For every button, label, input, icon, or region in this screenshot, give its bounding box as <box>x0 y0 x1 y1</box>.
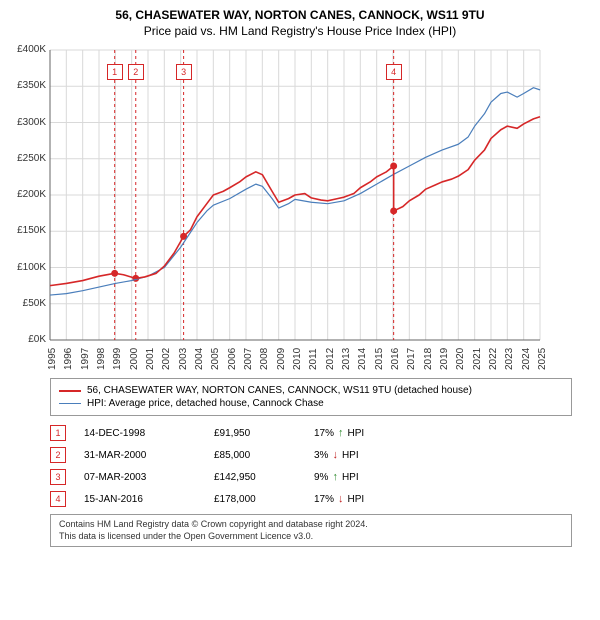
x-tick-label: 2005 <box>210 348 221 370</box>
x-tick-label: 2002 <box>161 348 172 370</box>
x-tick-label: 2011 <box>308 348 319 370</box>
legend-swatch <box>59 403 81 404</box>
sale-row: 4 15-JAN-2016£178,00017% ↓ HPI <box>50 488 572 510</box>
x-tick-label: 2024 <box>521 348 532 370</box>
sale-number-box: 3 <box>50 469 66 485</box>
x-tick-label: 2017 <box>406 348 417 370</box>
x-tick-label: 2001 <box>145 348 156 370</box>
sale-diff: 9% ↑ HPI <box>314 471 359 483</box>
x-tick-label: 2003 <box>178 348 189 370</box>
sale-marker-box: 4 <box>386 64 402 80</box>
chart-svg <box>8 42 548 372</box>
sale-marker-box: 3 <box>176 64 192 80</box>
sale-pct: 17% <box>314 428 334 439</box>
x-tick-label: 2018 <box>423 348 434 370</box>
y-tick-label: £350K <box>17 80 46 91</box>
x-tick-label: 2009 <box>276 348 287 370</box>
x-tick-label: 2006 <box>227 348 238 370</box>
legend-row: 56, CHASEWATER WAY, NORTON CANES, CANNOC… <box>59 385 563 396</box>
sale-number-box: 2 <box>50 447 66 463</box>
sale-price: £91,950 <box>214 428 314 439</box>
legend-swatch <box>59 390 81 392</box>
sale-row: 1 14-DEC-1998£91,95017% ↑ HPI <box>50 422 572 444</box>
sale-pct: 3% <box>314 450 328 461</box>
x-tick-label: 2025 <box>537 348 548 370</box>
sale-price: £178,000 <box>214 494 314 505</box>
title-line-1: 56, CHASEWATER WAY, NORTON CANES, CANNOC… <box>8 8 592 22</box>
chart-title-block: 56, CHASEWATER WAY, NORTON CANES, CANNOC… <box>8 8 592 38</box>
y-tick-label: £200K <box>17 189 46 200</box>
x-tick-label: 2010 <box>292 348 303 370</box>
x-tick-label: 2000 <box>129 348 140 370</box>
x-tick-label: 2022 <box>488 348 499 370</box>
sale-diff: 17% ↑ HPI <box>314 427 364 439</box>
sale-price: £85,000 <box>214 450 314 461</box>
sales-table: 114-DEC-1998£91,95017%↑HPI231-MAR-2000£8… <box>50 422 572 510</box>
sale-row: 2 31-MAR-2000£85,0003% ↓ HPI <box>50 444 572 466</box>
legend-row: HPI: Average price, detached house, Cann… <box>59 398 563 409</box>
legend: 56, CHASEWATER WAY, NORTON CANES, CANNOC… <box>50 378 572 416</box>
x-tick-label: 2016 <box>390 348 401 370</box>
x-tick-label: 2013 <box>341 348 352 370</box>
sale-row: 3 07-MAR-2003£142,9509% ↑ HPI <box>50 466 572 488</box>
x-tick-label: 1998 <box>96 348 107 370</box>
footer-line-1: Contains HM Land Registry data © Crown c… <box>59 519 563 531</box>
x-tick-label: 1999 <box>112 348 123 370</box>
sale-diff: 3% ↓ HPI <box>314 449 359 461</box>
y-tick-label: £0K <box>28 334 46 345</box>
y-tick-label: £300K <box>17 117 46 128</box>
x-tick-label: 1996 <box>63 348 74 370</box>
x-tick-label: 2015 <box>374 348 385 370</box>
y-tick-label: £150K <box>17 225 46 236</box>
sale-vs-label: HPI <box>348 494 365 505</box>
footer-line-2: This data is licensed under the Open Gov… <box>59 531 563 543</box>
sale-date: 31-MAR-2000 <box>84 450 214 461</box>
y-tick-label: £400K <box>17 44 46 55</box>
x-tick-label: 2023 <box>504 348 515 370</box>
x-tick-label: 1997 <box>80 348 91 370</box>
sale-date: 07-MAR-2003 <box>84 472 214 483</box>
legend-label: HPI: Average price, detached house, Cann… <box>87 398 324 409</box>
title-line-2: Price paid vs. HM Land Registry's House … <box>8 24 592 38</box>
arrow-up-icon: ↑ <box>338 427 344 439</box>
sale-vs-label: HPI <box>342 450 359 461</box>
sale-marker-box: 1 <box>107 64 123 80</box>
sale-diff: 17% ↓ HPI <box>314 493 364 505</box>
legend-label: 56, CHASEWATER WAY, NORTON CANES, CANNOC… <box>87 385 472 396</box>
x-tick-label: 2019 <box>439 348 450 370</box>
chart-area: £0K £50K £100K £150K £200K £250K £300K £350K £40… <box>8 42 548 372</box>
arrow-down-icon: ↓ <box>332 449 338 461</box>
sale-pct: 17% <box>314 494 334 505</box>
sale-pct: 9% <box>314 472 328 483</box>
sale-price: £142,950 <box>214 472 314 483</box>
x-tick-label: 2008 <box>259 348 270 370</box>
sale-marker-box: 2 <box>128 64 144 80</box>
footer-attribution: Contains HM Land Registry data © Crown c… <box>50 514 572 547</box>
arrow-down-icon: ↓ <box>338 493 344 505</box>
x-tick-label: 2007 <box>243 348 254 370</box>
y-tick-label: £250K <box>17 153 46 164</box>
x-tick-label: 2012 <box>325 348 336 370</box>
arrow-up-icon: ↑ <box>332 471 338 483</box>
x-tick-label: 2004 <box>194 348 205 370</box>
x-tick-label: 2014 <box>357 348 368 370</box>
sale-vs-label: HPI <box>342 472 359 483</box>
sale-number-box: 4 <box>50 491 66 507</box>
x-tick-label: 2021 <box>472 348 483 370</box>
sale-date: 14-DEC-1998 <box>84 428 214 439</box>
sale-date: 15-JAN-2016 <box>84 494 214 505</box>
x-tick-label: 1995 <box>47 348 58 370</box>
x-tick-label: 2020 <box>455 348 466 370</box>
y-tick-label: £100K <box>17 262 46 273</box>
sale-vs-label: HPI <box>348 428 365 439</box>
sale-number-box: 1 <box>50 425 66 441</box>
y-tick-label: £50K <box>23 298 46 309</box>
